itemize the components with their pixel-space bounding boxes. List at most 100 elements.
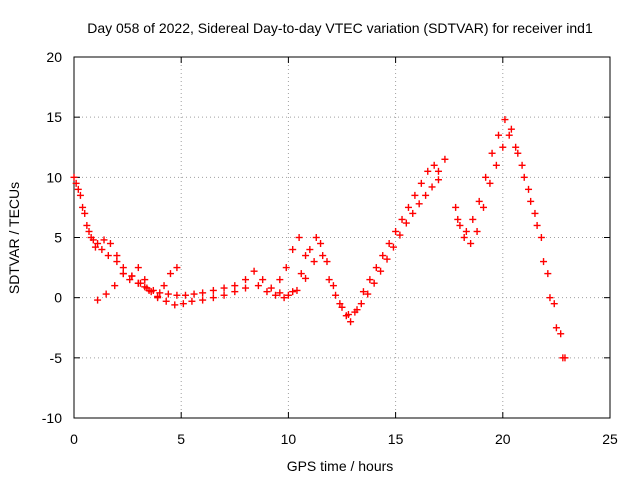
- data-point: [428, 183, 436, 191]
- data-point: [512, 143, 520, 151]
- data-point: [190, 290, 198, 298]
- data-point: [128, 272, 136, 280]
- data-point: [220, 291, 228, 299]
- data-point: [370, 279, 378, 287]
- data-point: [336, 300, 344, 308]
- data-point: [441, 155, 449, 163]
- y-axis-label: SDTVAR / TECUs: [6, 182, 22, 294]
- data-point: [289, 288, 297, 296]
- data-point: [231, 282, 239, 290]
- data-point: [546, 294, 554, 302]
- data-point: [385, 240, 393, 248]
- data-point: [91, 243, 99, 251]
- data-point: [250, 267, 258, 275]
- data-point: [209, 286, 217, 294]
- data-point: [544, 270, 552, 278]
- axis-ticks: 0 5 10 15 20 25 -10 -5 0 5 10 15 20: [42, 49, 618, 447]
- x-tick-label: 10: [281, 431, 297, 447]
- data-point: [162, 297, 170, 305]
- data-point: [106, 240, 114, 248]
- data-point: [557, 330, 565, 338]
- data-point: [72, 179, 80, 187]
- data-point: [317, 240, 325, 248]
- data-point: [409, 209, 417, 217]
- data-point: [338, 303, 346, 311]
- data-point: [166, 270, 174, 278]
- data-point: [396, 231, 404, 239]
- data-point: [404, 203, 412, 211]
- data-point: [94, 240, 102, 248]
- data-point: [460, 234, 468, 241]
- data-point: [302, 252, 310, 260]
- data-point: [181, 291, 189, 299]
- data-point: [111, 282, 119, 290]
- y-tick-label: 10: [46, 169, 62, 185]
- data-point: [357, 300, 365, 308]
- data-point: [302, 274, 310, 282]
- x-tick-label: 20: [495, 431, 511, 447]
- y-tick-label: -5: [50, 350, 63, 366]
- data-point: [94, 296, 102, 304]
- data-point: [242, 276, 250, 284]
- data-points: [70, 116, 569, 362]
- data-point: [282, 264, 290, 272]
- data-point: [422, 191, 430, 199]
- data-point: [89, 236, 97, 244]
- data-point: [501, 116, 509, 124]
- data-point: [462, 227, 470, 235]
- data-point: [179, 300, 187, 308]
- data-point: [417, 179, 425, 187]
- data-point: [518, 161, 526, 169]
- data-point: [209, 294, 217, 302]
- gridlines: [74, 57, 610, 418]
- data-point: [85, 227, 93, 235]
- data-point: [312, 234, 320, 241]
- data-point: [284, 291, 292, 299]
- data-point: [332, 291, 340, 299]
- data-point: [267, 284, 275, 292]
- y-tick-label: 20: [46, 49, 62, 65]
- data-point: [454, 215, 462, 223]
- data-point: [424, 167, 432, 175]
- data-point: [379, 252, 387, 260]
- x-tick-label: 5: [177, 431, 185, 447]
- data-point: [306, 246, 314, 254]
- data-point: [505, 131, 513, 139]
- data-point: [141, 276, 149, 284]
- x-axis-label: GPS time / hours: [287, 458, 394, 474]
- data-point: [242, 284, 250, 292]
- data-point: [325, 276, 333, 284]
- data-point: [561, 354, 569, 362]
- data-point: [347, 318, 355, 326]
- data-point: [199, 289, 207, 297]
- data-point: [100, 236, 108, 244]
- data-point: [119, 270, 127, 278]
- data-point: [366, 276, 374, 284]
- data-point: [188, 297, 196, 305]
- data-point: [398, 215, 406, 223]
- data-point: [173, 291, 181, 299]
- y-tick-label: 15: [46, 109, 62, 125]
- data-point: [323, 258, 331, 266]
- y-tick-label: 5: [54, 230, 62, 246]
- data-point: [452, 203, 460, 211]
- data-point: [147, 288, 155, 296]
- data-point: [104, 252, 112, 260]
- data-point: [486, 179, 494, 187]
- data-point: [364, 290, 372, 298]
- data-point: [171, 301, 179, 309]
- data-point: [297, 270, 305, 278]
- data-point: [113, 252, 121, 260]
- data-point: [276, 276, 284, 284]
- x-tick-label: 25: [602, 431, 618, 447]
- data-point: [276, 289, 284, 297]
- data-point: [173, 264, 181, 272]
- y-tick-label: 0: [54, 290, 62, 306]
- data-point: [160, 282, 168, 290]
- data-point: [231, 288, 239, 296]
- data-point: [550, 300, 558, 308]
- data-point: [344, 311, 352, 319]
- data-point: [272, 291, 280, 299]
- data-point: [102, 290, 110, 298]
